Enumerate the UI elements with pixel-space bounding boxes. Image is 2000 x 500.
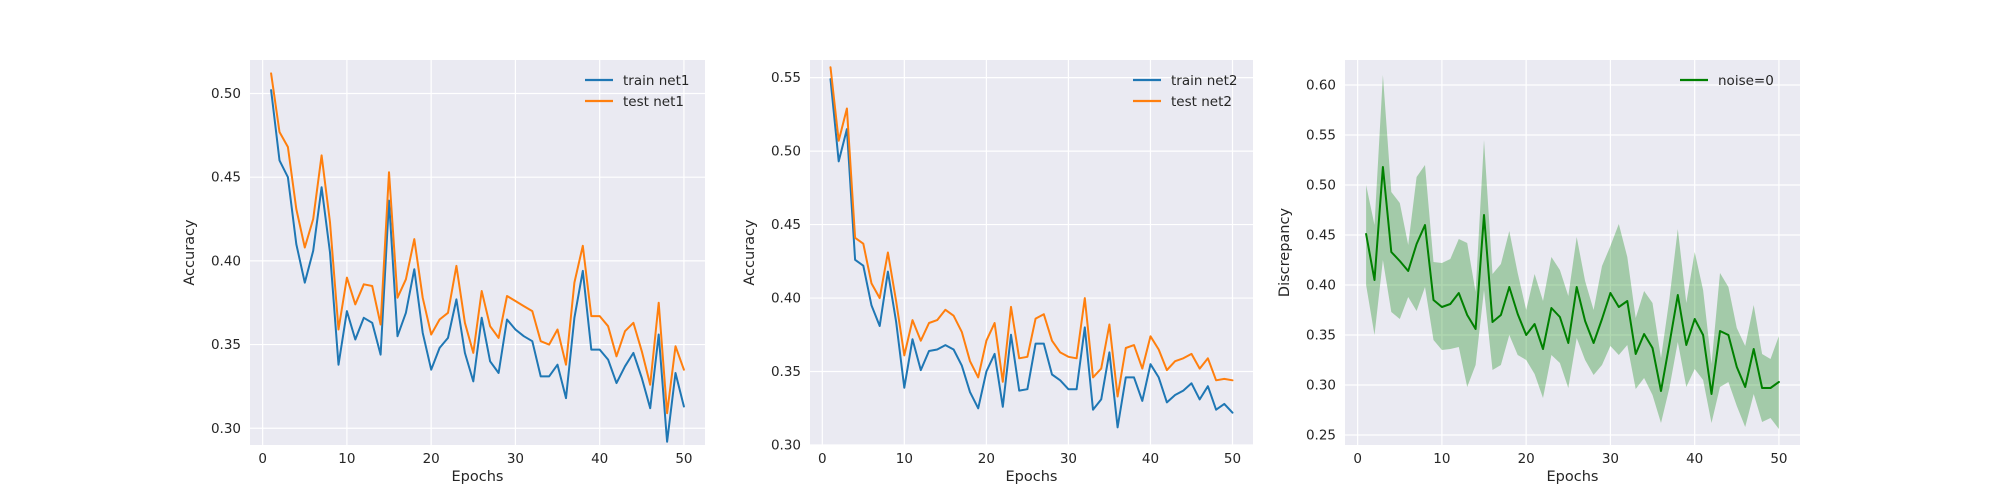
legend-label: noise=0 [1718, 73, 1774, 89]
legend-label: train net1 [623, 73, 689, 89]
x-tick-label: 30 [507, 451, 524, 467]
y-tick-label: 0.50 [211, 86, 241, 102]
y-tick-label: 0.35 [771, 364, 801, 380]
chart-panel-2: 0.30 0.35 0.40 0.45 0.50 0.55 0 10 20 30 40 50 Epoch… [742, 60, 1253, 485]
plot-area [1345, 60, 1800, 445]
y-tick-label: 0.45 [771, 217, 801, 233]
x-tick-label: 50 [675, 451, 692, 467]
y-tick-label: 0.40 [211, 253, 241, 269]
y-tick-label: 0.60 [1306, 78, 1336, 94]
x-tick-label: 40 [591, 451, 608, 467]
x-tick-label: 30 [1060, 451, 1077, 467]
series-line-test-net2 [829, 66, 1234, 398]
chart-panel-3: 0.25 0.30 0.35 0.40 0.45 0.50 0.55 0.60 0 10 20 30 4… [1277, 60, 1800, 485]
x-axis-label: Epochs [1006, 469, 1058, 485]
legend-label: train net2 [1171, 73, 1237, 89]
y-tick-label: 0.35 [211, 337, 241, 353]
y-tick-label: 0.30 [1306, 378, 1336, 394]
x-axis-label: Epochs [1547, 469, 1599, 485]
x-tick-label: 10 [896, 451, 913, 467]
legend-label: test net1 [623, 94, 684, 110]
x-tick-label: 10 [1433, 451, 1450, 467]
x-tick-label: 20 [423, 451, 440, 467]
x-tick-label: 0 [258, 451, 267, 467]
plot-area [250, 60, 705, 445]
series-line-noise-0 [1365, 166, 1780, 395]
y-tick-label: 0.40 [1306, 278, 1336, 294]
y-axis-label: Accuracy [742, 219, 758, 286]
plot-area [810, 60, 1253, 445]
y-tick-label: 0.30 [771, 438, 801, 454]
x-tick-label: 50 [1770, 451, 1787, 467]
x-tick-label: 0 [1353, 451, 1362, 467]
x-axis-label: Epochs [452, 469, 504, 485]
y-axis-label: Accuracy [182, 219, 198, 286]
x-tick-label: 40 [1686, 451, 1703, 467]
x-tick-label: 20 [978, 451, 995, 467]
legend-label: test net2 [1171, 94, 1232, 110]
x-tick-label: 10 [338, 451, 355, 467]
series-line-train-net1 [270, 89, 685, 443]
y-tick-label: 0.50 [1306, 178, 1336, 194]
y-tick-label: 0.45 [211, 170, 241, 186]
y-tick-label: 0.25 [1306, 428, 1336, 444]
y-axis-label: Discrepancy [1277, 208, 1293, 298]
y-tick-label: 0.35 [1306, 328, 1336, 344]
series-line-test-net1 [270, 72, 685, 415]
x-tick-label: 0 [818, 451, 827, 467]
series-line-train-net2 [829, 78, 1234, 429]
confidence-band-noise-0 [1366, 75, 1779, 429]
y-tick-label: 0.45 [1306, 228, 1336, 244]
y-tick-label: 0.55 [1306, 128, 1336, 144]
x-tick-label: 50 [1224, 451, 1241, 467]
y-tick-label: 0.50 [771, 144, 801, 160]
y-tick-label: 0.40 [771, 291, 801, 307]
y-tick-label: 0.55 [771, 70, 801, 86]
chart-panel-1: 0.30 0.35 0.40 0.45 0.50 0 10 20 30 40 50 Epochs Acc… [182, 60, 705, 485]
x-tick-label: 20 [1518, 451, 1535, 467]
x-tick-label: 40 [1142, 451, 1159, 467]
x-tick-label: 30 [1602, 451, 1619, 467]
y-tick-label: 0.30 [211, 421, 241, 437]
